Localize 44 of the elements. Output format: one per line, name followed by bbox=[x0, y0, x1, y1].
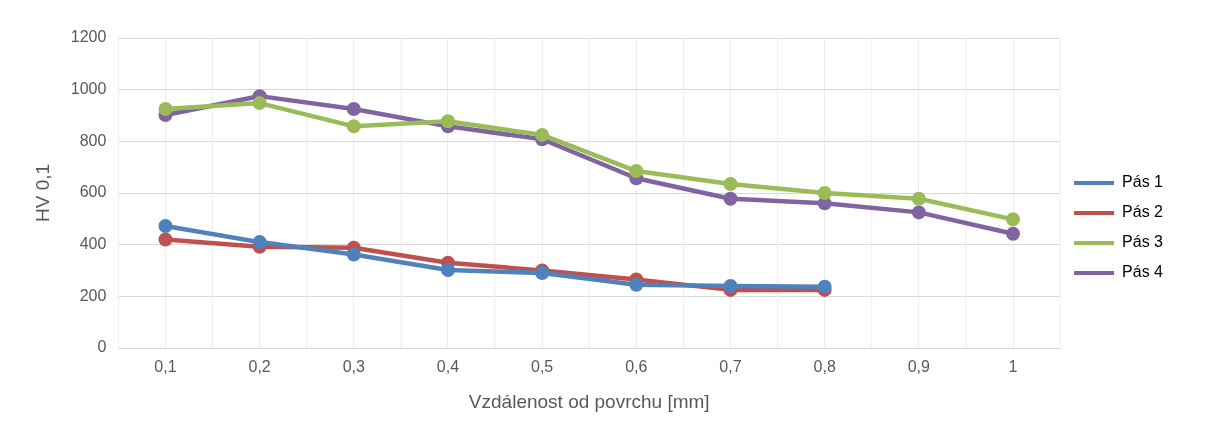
point bbox=[817, 186, 832, 200]
point bbox=[158, 219, 173, 234]
point bbox=[252, 235, 267, 250]
legend-label: Pás 2 bbox=[1122, 203, 1164, 221]
y-tick-label: 600 bbox=[79, 183, 107, 201]
point bbox=[723, 191, 738, 206]
x-tick-label: 0,6 bbox=[625, 358, 648, 376]
x-tick-label: 1 bbox=[1008, 358, 1018, 376]
point bbox=[158, 232, 173, 247]
x-axis-title: Vzdálenost od povrchu [mm] bbox=[468, 390, 710, 412]
point bbox=[723, 279, 738, 293]
point bbox=[535, 127, 550, 142]
point bbox=[629, 277, 644, 292]
x-tick-label: 0,2 bbox=[248, 358, 271, 376]
point bbox=[723, 176, 738, 191]
x-tick-label: 0,3 bbox=[342, 358, 366, 376]
point bbox=[911, 191, 926, 206]
x-tick-label: 0,8 bbox=[813, 358, 836, 376]
y-tick-label: 1000 bbox=[70, 80, 107, 98]
point bbox=[158, 102, 173, 117]
x-tick-label: 0,7 bbox=[719, 358, 742, 376]
y-tick-label: 200 bbox=[79, 286, 107, 304]
y-tick-label: 1200 bbox=[70, 28, 107, 46]
point bbox=[440, 114, 455, 129]
point bbox=[629, 164, 644, 179]
point bbox=[346, 247, 361, 262]
x-tick-label: 0,9 bbox=[907, 358, 931, 376]
point bbox=[346, 119, 361, 134]
x-tick-label: 0,5 bbox=[531, 358, 554, 376]
legend-label: Pás 4 bbox=[1122, 263, 1164, 281]
legend-label: Pás 1 bbox=[1122, 173, 1164, 191]
y-axis-title: HV 0,1 bbox=[31, 163, 53, 223]
y-tick-label: 400 bbox=[79, 235, 107, 253]
legend-label: Pás 3 bbox=[1122, 233, 1164, 251]
point bbox=[1006, 212, 1020, 227]
y-tick-label: 0 bbox=[97, 338, 107, 356]
y-tick-label: 800 bbox=[79, 131, 107, 149]
x-tick-label: 0,1 bbox=[154, 358, 177, 376]
point bbox=[911, 205, 926, 220]
x-tick-label: 0,4 bbox=[436, 358, 460, 376]
point bbox=[1006, 226, 1020, 241]
point bbox=[346, 102, 361, 117]
point bbox=[252, 96, 267, 111]
point bbox=[440, 262, 455, 277]
